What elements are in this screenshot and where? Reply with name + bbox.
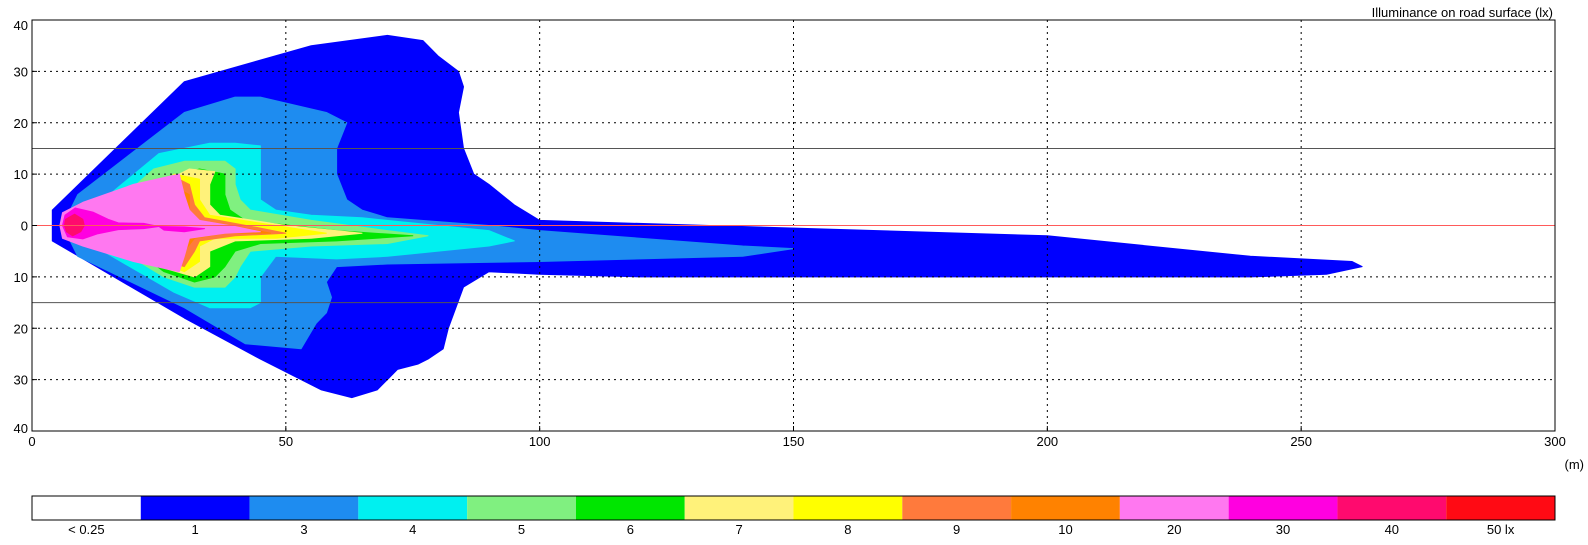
legend-label-13: 50 lx	[1487, 522, 1515, 537]
legend-swatch-4	[467, 496, 576, 520]
legend-label-5: 6	[627, 522, 634, 537]
region-30-lx-10	[62, 207, 160, 240]
legend-swatch-10	[1119, 496, 1229, 520]
legend-swatch-6	[684, 496, 794, 520]
legend-label-7: 8	[844, 522, 851, 537]
legend-label-8: 9	[953, 522, 960, 537]
region-30-lx-11	[158, 226, 206, 233]
y-axis-ticks: 40 30 20 10 0 10 20 30 40	[14, 18, 37, 436]
y-tick-label-1: 30	[14, 64, 28, 79]
x-tick-label-2: 100	[529, 434, 551, 449]
legend-swatch-13	[1446, 496, 1555, 520]
legend-swatch-2	[249, 496, 359, 520]
chart-title: Illuminance on road surface (lx)	[1372, 5, 1553, 20]
legend-swatch-5	[575, 496, 685, 520]
x-tick-label-3: 150	[783, 434, 805, 449]
legend-swatch-7	[793, 496, 903, 520]
x-tick-label-0: 0	[28, 434, 35, 449]
y-tick-label-2: 20	[14, 116, 28, 131]
x-axis-ticks: 0 50 100 150 200 250 300	[28, 426, 1566, 449]
legend-swatch-9	[1011, 496, 1120, 520]
legend-label-11: 30	[1276, 522, 1290, 537]
legend-label-6: 7	[735, 522, 742, 537]
region-20-lx-9	[59, 173, 261, 273]
legend-swatch-8	[902, 496, 1012, 520]
reference-lines	[32, 147, 1555, 304]
legend-swatch-12	[1337, 496, 1447, 520]
legend-label-3: 4	[409, 522, 416, 537]
y-tick-label-4: 0	[21, 219, 28, 234]
legend-swatch-3	[358, 496, 468, 520]
y-tick-label-0: 40	[14, 18, 28, 33]
legend-label-0: < 0.25	[68, 522, 105, 537]
legend-label-4: 5	[518, 522, 525, 537]
legend-swatch-0	[32, 496, 141, 520]
legend-label-1: 1	[192, 522, 199, 537]
illuminance-regions	[51, 34, 1363, 399]
x-axis-unit-label: (m)	[1565, 457, 1585, 472]
y-tick-label-6: 20	[14, 321, 28, 336]
x-tick-label-4: 200	[1036, 434, 1058, 449]
x-tick-label-5: 250	[1290, 434, 1312, 449]
legend-label-9: 10	[1058, 522, 1072, 537]
x-tick-label-1: 50	[279, 434, 293, 449]
x-tick-label-6: 300	[1544, 434, 1566, 449]
legend-label-10: 20	[1167, 522, 1181, 537]
legend-swatch-11	[1228, 496, 1338, 520]
legend-label-2: 3	[300, 522, 307, 537]
y-tick-label-3: 10	[14, 167, 28, 182]
legend-swatch-1	[140, 496, 250, 520]
legend-frame	[31, 495, 1556, 521]
y-tick-label-7: 30	[14, 373, 28, 388]
y-tick-label-8: 40	[14, 421, 28, 436]
y-tick-label-5: 10	[14, 270, 28, 285]
color-legend: < 0.25 1 3 4 5 6 7 8 9 10 20 30 40 50 lx	[31, 495, 1556, 537]
legend-label-12: 40	[1385, 522, 1399, 537]
